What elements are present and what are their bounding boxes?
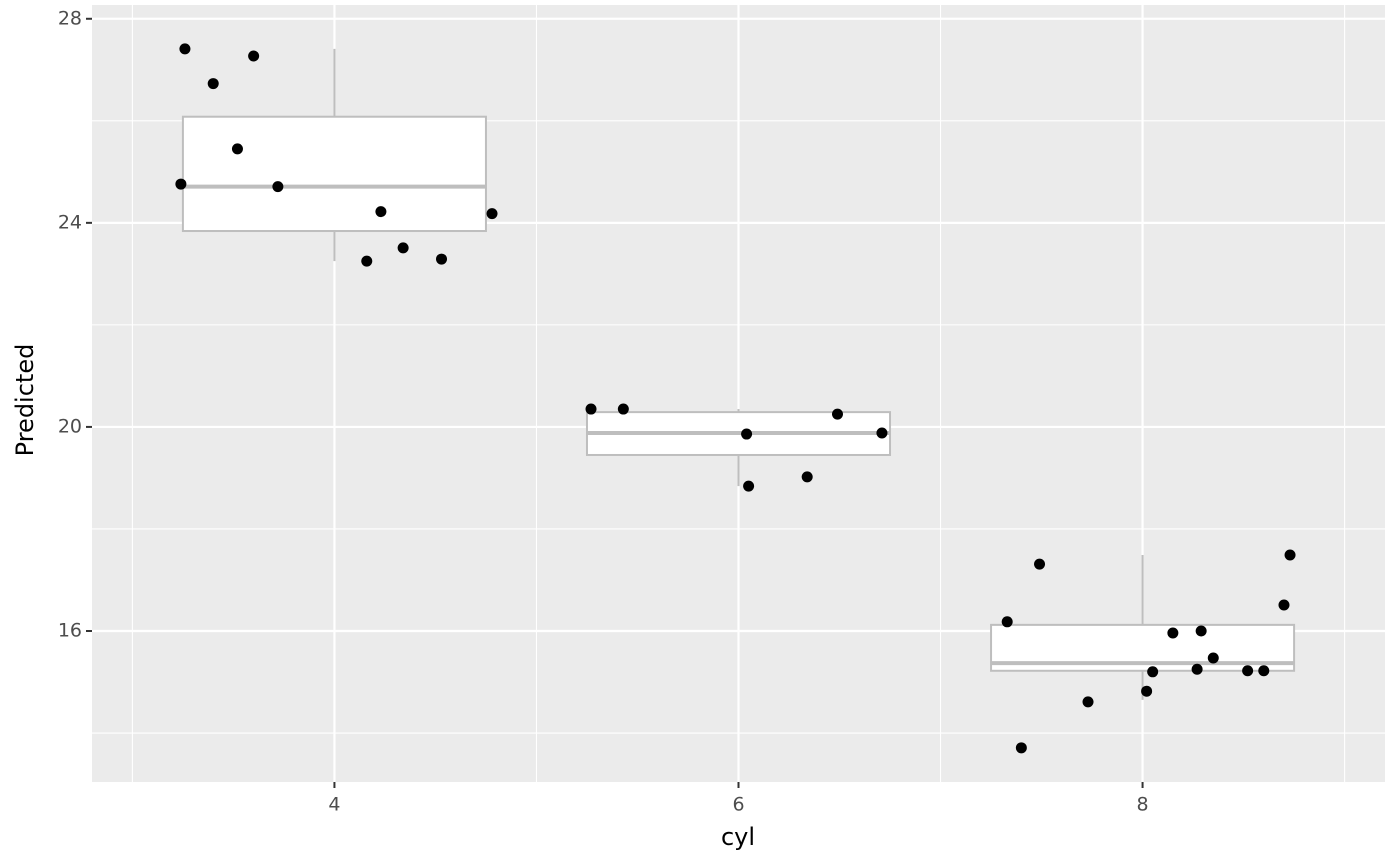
point bbox=[207, 78, 219, 90]
point bbox=[741, 428, 753, 440]
point bbox=[179, 43, 191, 55]
point bbox=[175, 178, 187, 190]
point bbox=[436, 253, 448, 265]
x-tick-label: 8 bbox=[1137, 794, 1149, 816]
point bbox=[1167, 627, 1179, 639]
x-axis-title: cyl bbox=[721, 823, 755, 851]
y-tick-label: 24 bbox=[58, 211, 82, 233]
y-tick-label: 16 bbox=[58, 619, 82, 641]
point bbox=[1082, 696, 1094, 708]
point bbox=[1001, 616, 1013, 628]
point bbox=[231, 143, 243, 155]
y-tick-label: 20 bbox=[58, 415, 82, 437]
point bbox=[375, 206, 387, 218]
point bbox=[1015, 742, 1027, 754]
point bbox=[248, 50, 260, 62]
point bbox=[1191, 663, 1203, 675]
point bbox=[1141, 685, 1153, 697]
point bbox=[876, 427, 888, 439]
point bbox=[1147, 666, 1159, 678]
point bbox=[743, 480, 755, 492]
y-axis-title: Predicted bbox=[11, 344, 39, 457]
point bbox=[585, 403, 597, 415]
point bbox=[831, 408, 843, 420]
point bbox=[1278, 599, 1290, 611]
point bbox=[1207, 652, 1219, 664]
point bbox=[1034, 558, 1046, 570]
point bbox=[1195, 625, 1207, 637]
point bbox=[1242, 665, 1254, 677]
x-tick-label: 6 bbox=[732, 794, 744, 816]
y-tick-label: 28 bbox=[58, 7, 82, 29]
point bbox=[486, 208, 498, 220]
point bbox=[272, 181, 284, 193]
point bbox=[397, 242, 409, 254]
box bbox=[181, 115, 487, 233]
x-tick-label: 4 bbox=[328, 794, 340, 816]
point bbox=[617, 403, 629, 415]
point bbox=[361, 255, 373, 267]
point bbox=[1258, 665, 1270, 677]
point bbox=[1284, 549, 1296, 561]
point bbox=[801, 471, 813, 483]
